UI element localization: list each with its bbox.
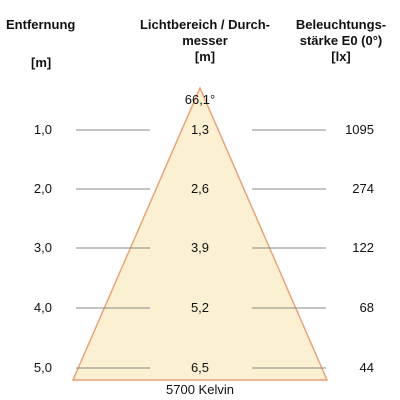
diameter-value: 5,2 — [190, 300, 210, 315]
diameter-value: 6,5 — [190, 360, 210, 375]
distance-value: 5,0 — [33, 360, 52, 375]
diameter-value: 1,3 — [190, 122, 210, 137]
illuminance-value: 122 — [352, 240, 374, 255]
diameter-value: 3,9 — [190, 240, 210, 255]
illuminance-value: 1095 — [345, 122, 374, 137]
illuminance-value: 274 — [352, 181, 374, 196]
diameter-unit: [m] — [194, 49, 216, 64]
color-temperature-label: 5700 Kelvin — [166, 382, 234, 397]
light-cone — [71, 86, 329, 381]
distance-unit: [m] — [31, 55, 52, 70]
distance-value: 3,0 — [33, 240, 52, 255]
diameter-header-line1: Lichtbereich / Durch- — [139, 17, 271, 32]
illuminance-header: Beleuchtungs- stärke E0 (0°) [lx] — [282, 17, 400, 65]
illuminance-unit: [lx] — [331, 49, 351, 64]
distance-value: 4,0 — [33, 300, 52, 315]
diameter-header-line2: messer — [182, 33, 228, 48]
illuminance-value: 68 — [359, 300, 374, 315]
diameter-value: 2,6 — [190, 181, 210, 196]
guide-lines — [76, 129, 326, 369]
diameter-header: Lichtbereich / Durch- messer [m] — [120, 17, 290, 65]
distance-value: 2,0 — [33, 181, 52, 196]
illuminance-header-line1: Beleuchtungs- — [295, 17, 387, 32]
beam-angle-label: 66,1° — [184, 92, 216, 107]
illuminance-value: 44 — [359, 360, 374, 375]
distance-header: Entfernung — [6, 17, 76, 32]
distance-value: 1,0 — [33, 122, 52, 137]
illuminance-header-line2: stärke E0 (0°) — [299, 33, 383, 48]
